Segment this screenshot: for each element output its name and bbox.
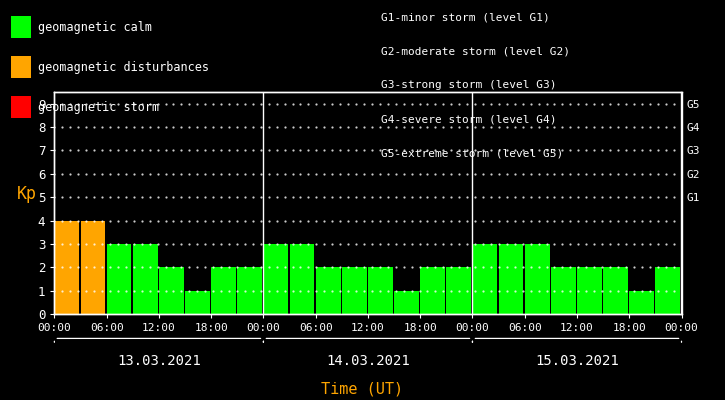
- Text: 15.03.2021: 15.03.2021: [535, 354, 619, 368]
- Bar: [551, 267, 576, 314]
- Bar: [420, 267, 445, 314]
- Bar: [54, 220, 79, 314]
- Bar: [133, 244, 157, 314]
- Text: 13.03.2021: 13.03.2021: [117, 354, 201, 368]
- Bar: [159, 267, 183, 314]
- Bar: [577, 267, 602, 314]
- Text: geomagnetic storm: geomagnetic storm: [38, 100, 160, 114]
- Bar: [315, 267, 341, 314]
- Text: 14.03.2021: 14.03.2021: [326, 354, 410, 368]
- Text: G1-minor storm (level G1): G1-minor storm (level G1): [381, 12, 550, 22]
- Text: geomagnetic disturbances: geomagnetic disturbances: [38, 60, 210, 74]
- Bar: [655, 267, 680, 314]
- Y-axis label: Kp: Kp: [17, 185, 37, 203]
- Bar: [682, 267, 706, 314]
- Bar: [447, 267, 471, 314]
- Bar: [368, 267, 393, 314]
- Text: G5-extreme storm (level G5): G5-extreme storm (level G5): [381, 148, 563, 158]
- Text: G4-severe storm (level G4): G4-severe storm (level G4): [381, 114, 556, 124]
- Bar: [289, 244, 315, 314]
- Bar: [603, 267, 628, 314]
- Bar: [211, 267, 236, 314]
- Text: G3-strong storm (level G3): G3-strong storm (level G3): [381, 80, 556, 90]
- Text: G2-moderate storm (level G2): G2-moderate storm (level G2): [381, 46, 570, 56]
- Text: geomagnetic calm: geomagnetic calm: [38, 20, 152, 34]
- Bar: [499, 244, 523, 314]
- Bar: [263, 244, 289, 314]
- Bar: [341, 267, 367, 314]
- Bar: [473, 244, 497, 314]
- Bar: [237, 267, 262, 314]
- Bar: [107, 244, 131, 314]
- Bar: [185, 291, 210, 314]
- Bar: [525, 244, 550, 314]
- Bar: [80, 220, 105, 314]
- Text: Time (UT): Time (UT): [321, 381, 404, 396]
- Bar: [394, 291, 419, 314]
- Bar: [629, 291, 654, 314]
